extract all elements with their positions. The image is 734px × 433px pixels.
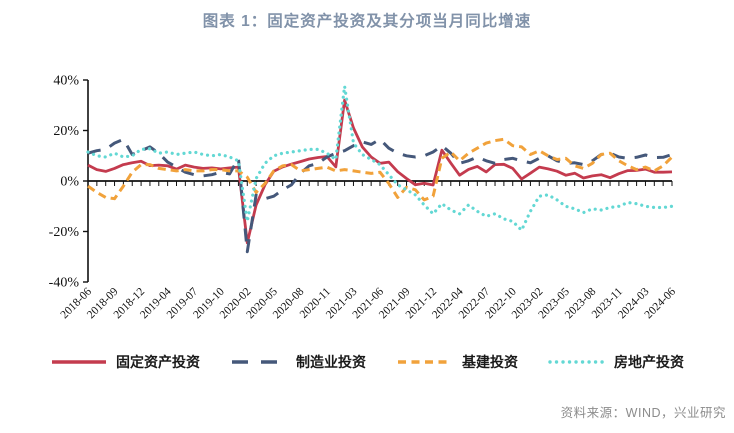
legend-line-sample-infrastructure-investment <box>398 360 452 364</box>
y-axis-label: 40% <box>53 74 79 89</box>
legend-item-manufacturing-investment: 制造业投资 <box>230 352 366 372</box>
source-note: 资料来源：WIND，兴业研究 <box>560 406 726 420</box>
y-axis-label: -20% <box>49 225 80 240</box>
y-axis-label: -40% <box>49 276 80 291</box>
chart-canvas: 40%20%0%-20%-40%2018-062018-092018-12201… <box>49 74 679 322</box>
chart-legend: 固定资产投资 制造业投资 基建投资 房地产投资 <box>0 346 734 378</box>
legend-label-real-estate-investment: 房地产投资 <box>614 356 684 371</box>
legend-line-sample-fixed-asset-investment <box>52 360 106 364</box>
y-axis-label: 20% <box>53 124 79 139</box>
legend-item-fixed-asset-investment: 固定资产投资 <box>50 352 200 372</box>
y-axis-label: 0% <box>60 175 79 190</box>
legend-label-infrastructure-investment: 基建投资 <box>462 356 518 371</box>
legend-label-manufacturing-investment: 制造业投资 <box>296 356 366 371</box>
chart-title: 图表 1：固定资产投资及其分项当月同比增速 <box>202 13 532 30</box>
legend-item-infrastructure-investment: 基建投资 <box>396 352 518 372</box>
series-line-real-estate-investment <box>86 84 674 232</box>
series-line-manufacturing-investment <box>87 137 673 254</box>
legend-line-sample-real-estate-investment <box>548 360 606 364</box>
legend-line-sample-manufacturing-investment <box>232 360 286 364</box>
legend-label-fixed-asset-investment: 固定资产投资 <box>116 356 200 371</box>
series-line-infrastructure-investment <box>87 137 674 202</box>
legend-item-real-estate-investment: 房地产投资 <box>548 352 684 372</box>
